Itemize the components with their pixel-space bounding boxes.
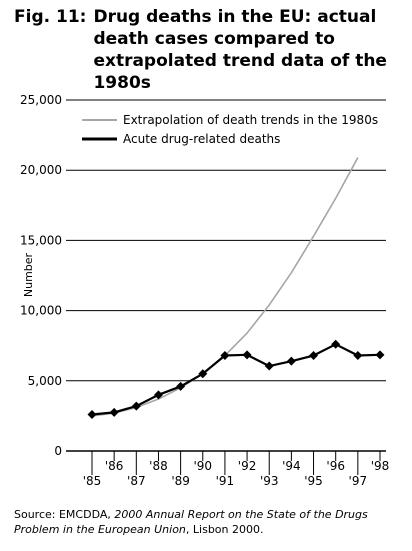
y-tick-label: 20,000 bbox=[20, 163, 62, 177]
data-point-diamond bbox=[87, 409, 97, 419]
x-tick-label: '98 bbox=[371, 459, 390, 473]
x-tick-label: '92 bbox=[238, 459, 257, 473]
actual-deaths-line bbox=[91, 343, 381, 416]
y-tick-label: 25,000 bbox=[20, 93, 62, 107]
x-tick-label: '91 bbox=[216, 474, 235, 488]
x-tick-label: '86 bbox=[105, 459, 124, 473]
data-point-diamond bbox=[176, 381, 186, 391]
x-tick-label: '95 bbox=[304, 474, 323, 488]
figure-label: Fig. 11: bbox=[14, 7, 87, 27]
y-axis-label: Number bbox=[22, 252, 35, 297]
data-point-diamond bbox=[131, 401, 141, 411]
data-point-diamond bbox=[242, 350, 252, 360]
data-point-diamond bbox=[264, 361, 274, 371]
y-tick-label: 15,000 bbox=[20, 233, 62, 247]
x-tick-label: '87 bbox=[127, 474, 146, 488]
data-point-diamond bbox=[375, 350, 385, 360]
x-tick-label: '97 bbox=[349, 474, 368, 488]
x-tick-label: '89 bbox=[171, 474, 190, 488]
y-tick-label: 10,000 bbox=[20, 304, 62, 318]
data-point-diamond bbox=[353, 351, 363, 361]
y-tick-label: 0 bbox=[54, 444, 62, 458]
x-tick-label: '93 bbox=[260, 474, 279, 488]
x-tick-label: '88 bbox=[149, 459, 168, 473]
source-note: Source: EMCDDA, 2000 Annual Report on th… bbox=[14, 507, 406, 537]
x-tick-label: '85 bbox=[83, 474, 102, 488]
line-chart: 05,00010,00015,00020,00025,000Number'85'… bbox=[20, 93, 390, 488]
x-tick-label: '94 bbox=[282, 459, 301, 473]
source-suffix: , Lisbon 2000. bbox=[185, 523, 264, 536]
x-tick-label: '96 bbox=[326, 459, 345, 473]
data-point-diamond bbox=[198, 369, 208, 379]
legend-label: Acute drug-related deaths bbox=[123, 132, 280, 146]
legend-label: Extrapolation of death trends in the 198… bbox=[123, 113, 378, 127]
source-report-title: 2000 Annual Report on the State of the D… bbox=[14, 508, 368, 536]
source-prefix: Source: EMCDDA, bbox=[14, 508, 115, 521]
data-point-diamond bbox=[309, 351, 319, 361]
data-point-diamond bbox=[153, 390, 163, 400]
data-point-diamond bbox=[331, 339, 341, 349]
x-tick-label: '90 bbox=[193, 459, 212, 473]
data-point-diamond bbox=[220, 351, 230, 361]
data-point-diamond bbox=[286, 356, 296, 366]
data-point-diamond bbox=[109, 407, 119, 417]
figure-title: Fig. 11: Drug deaths in the EU: actual d… bbox=[14, 6, 406, 94]
extrapolation-line bbox=[91, 157, 359, 417]
y-tick-label: 5,000 bbox=[28, 374, 62, 388]
figure-title-text: Drug deaths in the EU: actual death case… bbox=[93, 7, 387, 93]
